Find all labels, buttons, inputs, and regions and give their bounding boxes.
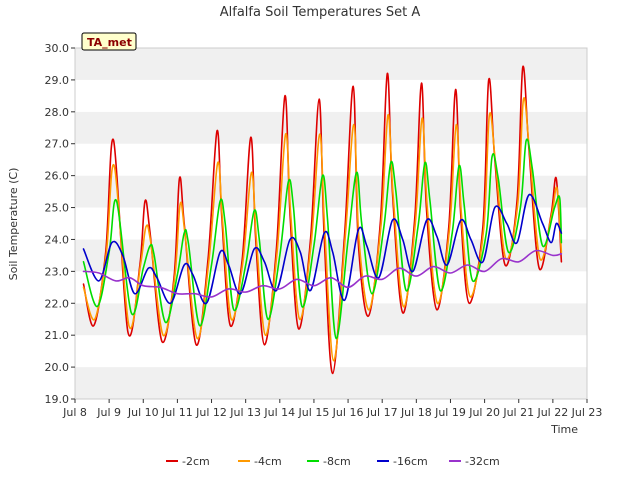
series-line-8cm [82,138,563,340]
x-tick-label: Jul 13 [229,406,261,419]
y-tick-label: 19.0 [45,393,70,406]
legend-label: -4cm [254,455,282,468]
x-tick-label: Jul 8 [62,406,87,419]
x-tick-label: Jul 22 [536,406,568,419]
met-badge: TA_met [81,32,137,51]
legend-label: -16cm [393,455,428,468]
plot-frame [74,47,588,400]
grid-band [75,303,587,336]
x-axis-label: Time [550,423,578,436]
met-badge-box [81,32,137,51]
x-tick-label: Jul 23 [571,406,603,419]
legend-label: -32cm [465,455,500,468]
legend-item: -2cm [166,455,210,468]
x-tick-label: Jul 17 [366,406,398,419]
grid-band [75,48,587,80]
x-tick-label: Jul 12 [195,406,227,419]
y-tick-label: 24.0 [45,233,70,246]
series-lines [82,65,563,375]
y-tick-label: 20.0 [45,361,70,374]
grid-band [75,143,587,176]
y-tick-label: 27.0 [45,138,70,151]
grid-band [75,175,587,208]
met-badge-label: TA_met [87,36,132,49]
grid-band [75,111,587,144]
y-axis-label: Soil Temperature (C) [7,168,20,281]
series-line-16cm [82,193,563,305]
x-tick-label: Jul 21 [502,406,534,419]
grid-band [75,79,587,112]
x-tick-label: Jul 20 [468,406,500,419]
x-tick-label: Jul 10 [127,406,159,419]
y-axis: 19.0 20.0 21.0 22.0 23.0 24.0 25.0 26.0 27.0 28.0… [45,42,75,406]
x-tick-label: Jul 14 [263,406,295,419]
x-tick-label: Jul 11 [161,406,193,419]
x-axis: Jul 8 Jul 9 Jul 10 Jul 11 Jul 12 Jul 13 Jul 14… [62,399,602,419]
x-tick-label: Jul 16 [332,406,364,419]
grid-band [75,367,587,399]
y-tick-label: 22.0 [45,297,70,310]
y-tick-label: 23.0 [45,265,70,278]
chart-title: Alfalfa Soil Temperatures Set A [220,5,421,20]
series-line-32cm [82,249,563,298]
grid-band [75,207,587,240]
x-tick-label: Jul 15 [298,406,330,419]
y-tick-label: 21.0 [45,329,70,342]
legend-item: -16cm [377,455,428,468]
series-line-2cm [82,65,563,375]
y-tick-label: 25.0 [45,202,70,215]
y-tick-label: 26.0 [45,170,70,183]
series-line-4cm [82,97,563,362]
y-tick-label: 30.0 [45,42,70,55]
legend-item: -32cm [449,455,500,468]
legend: -2cm -4cm -8cm -16cm -32cm [166,455,500,468]
x-tick-label: Jul 19 [434,406,466,419]
legend-item: -4cm [238,455,282,468]
legend-label: -8cm [323,455,351,468]
y-tick-label: 29.0 [45,74,70,87]
legend-item: -8cm [307,455,351,468]
legend-label: -2cm [182,455,210,468]
x-tick-label: Jul 18 [400,406,432,419]
y-tick-label: 28.0 [45,106,70,119]
x-tick-label: Jul 9 [96,406,121,419]
